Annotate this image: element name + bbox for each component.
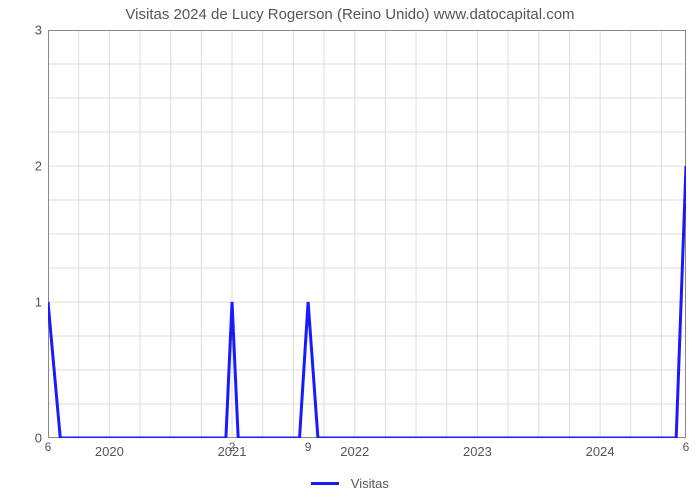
legend-label: Visitas bbox=[351, 476, 389, 491]
value-label: 6 bbox=[45, 440, 52, 454]
value-label: 9 bbox=[305, 440, 312, 454]
x-tick-label: 2022 bbox=[340, 444, 369, 459]
y-tick-label: 1 bbox=[12, 295, 42, 310]
value-label: 2 bbox=[229, 440, 236, 454]
y-tick-label: 2 bbox=[12, 159, 42, 174]
chart-title: Visitas 2024 de Lucy Rogerson (Reino Uni… bbox=[0, 6, 700, 23]
x-tick-label: 2024 bbox=[586, 444, 615, 459]
x-tick-label: 2023 bbox=[463, 444, 492, 459]
value-label: 6 bbox=[683, 440, 690, 454]
chart-container: Visitas 2024 de Lucy Rogerson (Reino Uni… bbox=[0, 0, 700, 500]
legend-swatch bbox=[311, 482, 339, 485]
legend: Visitas bbox=[0, 475, 700, 491]
plot-area bbox=[48, 30, 686, 438]
x-tick-label: 2020 bbox=[95, 444, 124, 459]
chart-svg bbox=[48, 30, 686, 438]
y-tick-label: 3 bbox=[12, 23, 42, 38]
y-tick-label: 0 bbox=[12, 431, 42, 446]
